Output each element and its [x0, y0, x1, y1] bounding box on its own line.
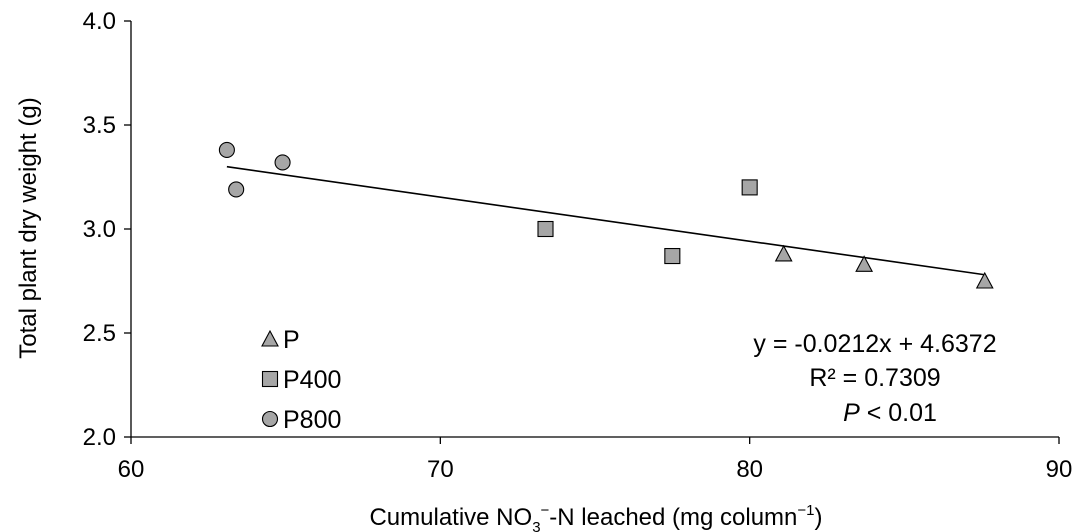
x-axis-label: Cumulative NO3−-N leached (mg column−1) [369, 502, 822, 532]
p-value: P < 0.01 [843, 399, 937, 427]
data-point-p800 [228, 181, 245, 198]
axes: 2.0 2.5 3.0 3.5 4.0 60 70 80 90 [83, 8, 1073, 483]
y-tick-label: 4.0 [83, 8, 116, 35]
legend-marker-p800 [261, 410, 279, 428]
x-tick-label: 80 [736, 456, 763, 483]
legend-label-p400: P400 [283, 366, 341, 394]
legend: P P400 P800 [261, 326, 341, 434]
trend-line [226, 165, 985, 276]
y-tick-label: 3.0 [83, 216, 116, 243]
x-tick-label: 90 [1046, 456, 1073, 483]
data-marks [218, 141, 994, 289]
y-axis-label: Total plant dry weight (g) [15, 97, 42, 358]
legend-label-p800: P800 [283, 406, 341, 434]
data-point-p400 [537, 220, 554, 238]
data-point-p400 [664, 247, 681, 265]
data-point-p800 [274, 154, 291, 171]
y-tick-label: 2.0 [83, 424, 116, 451]
legend-marker-p [261, 329, 279, 347]
data-point-p [975, 271, 994, 289]
x-tick-label: 70 [427, 456, 454, 483]
x-tick-label: 60 [118, 456, 145, 483]
data-point-p800 [218, 141, 235, 159]
data-point-p [774, 244, 793, 262]
y-tick-label: 3.5 [83, 112, 116, 139]
r-squared: R² = 0.7309 [809, 364, 940, 392]
legend-label-p: P [283, 326, 300, 354]
trend-equation: y = -0.0212x + 4.6372 [753, 330, 996, 358]
y-tick-label: 2.5 [83, 320, 116, 347]
data-point-p400 [741, 179, 758, 196]
legend-marker-p400 [261, 370, 279, 388]
data-point-p [855, 255, 874, 272]
annotations: y = -0.0212x + 4.6372 R² = 0.7309 P < 0.… [753, 330, 996, 427]
